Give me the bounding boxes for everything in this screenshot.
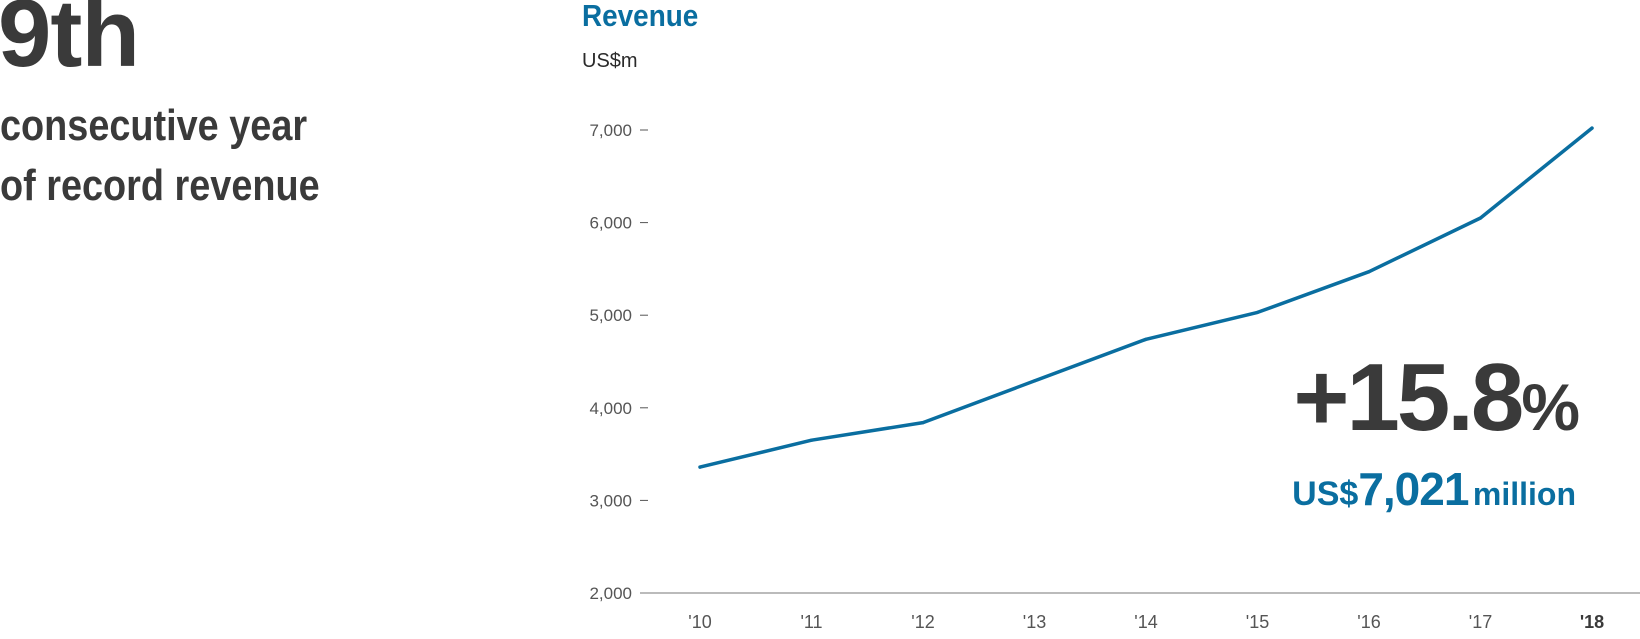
chart-title: Revenue [582,0,699,33]
record-years-count: 9th [0,0,140,87]
x-tick-label: '13 [1023,612,1046,632]
revenue-data-point [698,465,702,469]
y-tick-label: 7,000 [589,121,632,140]
revenue-data-point [809,438,814,442]
x-tick-label: '14 [1134,612,1157,632]
revenue-data-point [1590,126,1594,130]
x-tick-label: '16 [1357,612,1380,632]
revenue-data-point [1367,270,1371,274]
x-tick-label: '11 [800,612,822,632]
caption-line-1: consecutive year [0,101,308,150]
revenue-currency: US$ [1292,475,1359,513]
revenue-data-point [1478,216,1483,220]
x-tick-label: '18 [1580,612,1604,632]
revenue-data-point [921,421,925,425]
x-tick-label: '12 [911,612,934,632]
x-tick-label: '17 [1469,612,1492,632]
caption-line-2: of record revenue [0,161,320,210]
growth-value: +15.8 [1293,344,1524,451]
x-tick-label: '15 [1246,612,1269,632]
x-tick-label: '10 [688,612,711,632]
y-tick-label: 2,000 [589,584,632,603]
revenue-data-point [1144,337,1148,341]
revenue-data-point [1032,379,1037,383]
revenue-callout: US$7,021 million [1292,462,1576,516]
y-tick-label: 6,000 [589,214,632,233]
revenue-data-point [1255,310,1260,314]
revenue-unit: million [1472,476,1576,512]
y-tick-label: 4,000 [589,399,632,418]
y-tick-label: 3,000 [589,491,632,510]
record-years-caption: consecutive year of record revenue [0,96,320,216]
revenue-value: 7,021 [1358,463,1469,515]
growth-percent-sign: % [1521,370,1580,444]
y-axis-unit-label: US$m [582,50,638,72]
growth-percentage: +15.8% [1293,350,1580,446]
y-tick-label: 5,000 [589,306,632,325]
